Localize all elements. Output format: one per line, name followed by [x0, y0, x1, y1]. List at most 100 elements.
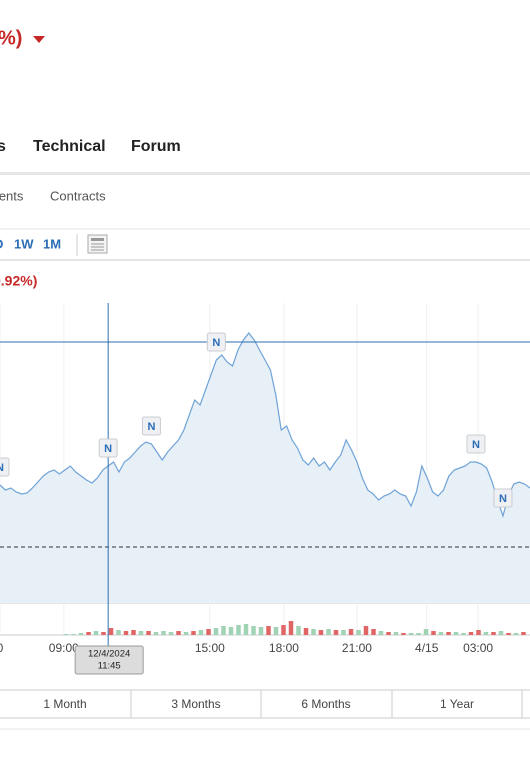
- volume-bar: [431, 631, 436, 635]
- tab[interactable]: Technical: [33, 138, 106, 155]
- volume-bar: [378, 631, 384, 635]
- volume-bar: [408, 633, 414, 635]
- volume-bar: [446, 632, 451, 635]
- tab-divider: [0, 172, 530, 175]
- volume-bar: [176, 631, 181, 635]
- volume-bar: [296, 626, 301, 635]
- chart: 0 09:00 15:00 18:00 21:00 4/15 03:00 12/4/20241…: [0, 303, 530, 675]
- tooltip-time: 11:45: [98, 661, 121, 672]
- volume-bar: [401, 633, 406, 635]
- volume-bar: [146, 631, 151, 635]
- volume-bar: [116, 630, 121, 635]
- volume-bar: [258, 627, 264, 635]
- volume-bar: [123, 631, 129, 635]
- volume-bar: [221, 626, 226, 635]
- x-tick-label: 03:00: [463, 641, 493, 655]
- volume-bar: [161, 631, 166, 635]
- news-label: N: [147, 421, 155, 433]
- volume-bar: [453, 632, 459, 635]
- volume-bar: [251, 626, 256, 635]
- volume-bar: [303, 628, 309, 635]
- crosshair-tooltip: [74, 645, 144, 675]
- news-label: N: [499, 493, 507, 505]
- x-tick-label: 15:00: [195, 641, 225, 655]
- price-line: [0, 332, 530, 519]
- volume-bar: [63, 634, 69, 635]
- tab[interactable]: Forum: [131, 138, 181, 155]
- volume-bar: [236, 625, 241, 635]
- volume-bar: [266, 626, 271, 635]
- news-marker: [206, 332, 226, 352]
- x-tick-label: 21:00: [342, 641, 372, 655]
- volume-bar: [483, 632, 489, 635]
- volume-bar: [71, 634, 76, 635]
- range-button[interactable]: 1 Month: [43, 697, 86, 711]
- volume-bar: [498, 631, 504, 635]
- interval-button[interactable]: D: [0, 236, 3, 251]
- volume-bar: [273, 627, 279, 635]
- volume-bar: [476, 630, 481, 635]
- volume-bar: [138, 631, 144, 635]
- volume-bar: [416, 633, 421, 635]
- volume-bar: [213, 628, 219, 635]
- volume-bar: [461, 633, 466, 635]
- volume-bar: [341, 630, 346, 635]
- subtab[interactable]: Contracts: [50, 188, 106, 203]
- range-button[interactable]: 1 Year: [440, 697, 474, 711]
- news-label: N: [212, 337, 220, 349]
- price-change: %): [0, 27, 22, 49]
- volume-bar: [318, 630, 324, 635]
- volume-bar: [78, 633, 84, 635]
- down-arrow: [33, 36, 45, 43]
- volume-bar: [191, 631, 196, 635]
- volume-bar: [513, 633, 519, 635]
- news-label: N: [0, 462, 4, 474]
- area: [0, 333, 530, 603]
- volume-bar: [168, 632, 174, 635]
- change-text: 9.92%): [0, 273, 37, 289]
- news-marker: [0, 457, 10, 477]
- volume-bar: [423, 629, 429, 635]
- volume-bar: [183, 632, 189, 635]
- volume-bar: [131, 630, 136, 635]
- volume-bar: [153, 632, 159, 635]
- volume-bar: [86, 632, 91, 635]
- tab[interactable]: s: [0, 138, 6, 155]
- volume-bar: [198, 630, 204, 635]
- volume-bar: [521, 632, 526, 635]
- volume-bar: [371, 629, 376, 635]
- news-label: N: [104, 443, 112, 455]
- volume-bar: [348, 629, 354, 635]
- news-marker: [466, 434, 486, 454]
- range-button[interactable]: 6 Months: [301, 697, 350, 711]
- volume-bar: [108, 628, 114, 635]
- x-tick-label: 18:00: [269, 641, 299, 655]
- tooltip-date: 12/4/2024: [88, 649, 130, 660]
- volume-bar: [93, 631, 99, 635]
- volume-bar: [281, 625, 286, 635]
- table-icon[interactable]: [87, 234, 108, 254]
- volume-bar: [386, 632, 391, 635]
- news-marker: [98, 438, 118, 458]
- x-tick-label: 4/15: [415, 641, 439, 655]
- news-label: N: [472, 439, 480, 451]
- volume-bar: [333, 630, 339, 635]
- volume-bar: [438, 632, 444, 635]
- volume-bar: [468, 632, 474, 635]
- interval-button[interactable]: 1M: [43, 236, 61, 251]
- volume-bar: [288, 621, 294, 635]
- x-tick-label: 0: [0, 641, 4, 655]
- news-marker: [493, 488, 513, 508]
- volume-bar: [491, 632, 496, 635]
- volume-bar: [228, 627, 234, 635]
- news-marker: [141, 416, 161, 436]
- range-button[interactable]: 3 Months: [171, 697, 220, 711]
- volume-bar: [356, 630, 361, 635]
- volume-bar: [506, 633, 511, 635]
- volume-bar: [101, 632, 106, 635]
- interval-button[interactable]: 1W: [14, 236, 34, 251]
- volume-bar: [206, 629, 211, 635]
